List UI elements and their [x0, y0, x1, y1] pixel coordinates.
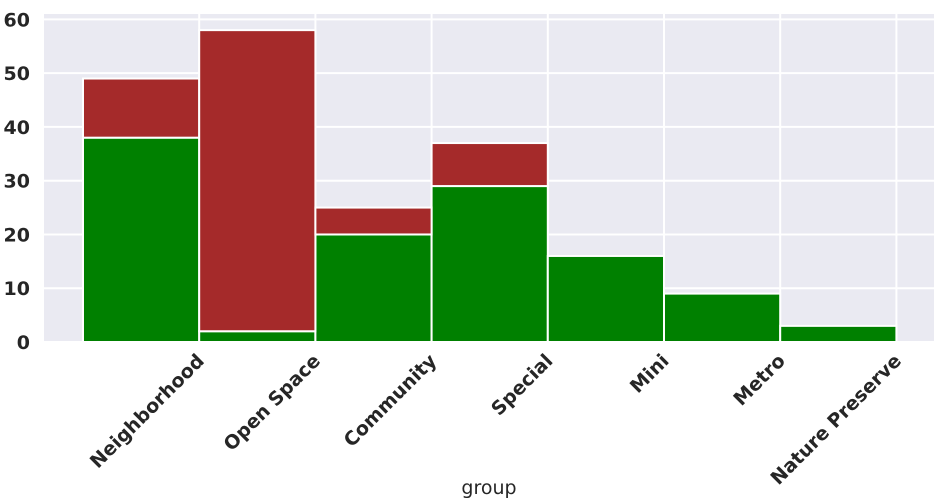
- x-tick-label: Metro: [729, 350, 789, 410]
- x-tick-label: Neighborhood: [86, 350, 209, 473]
- y-tick-label: 30: [4, 171, 30, 193]
- x-tick-label: Nature Preserve: [766, 350, 905, 489]
- y-tick-label: 0: [17, 332, 30, 354]
- x-tick-label: Open Space: [220, 350, 325, 455]
- bar-segment: [314, 206, 433, 236]
- bar-segment: [198, 29, 317, 333]
- x-axis-label: group: [461, 477, 516, 499]
- bar-segment: [314, 233, 433, 343]
- bar-segment: [546, 254, 665, 343]
- y-tick-labels: 0 10 20 30 40 50 60: [4, 9, 30, 354]
- y-tick-label: 50: [4, 63, 30, 85]
- bar-segment: [430, 185, 549, 343]
- x-tick-label: Mini: [626, 350, 674, 398]
- bar-segment: [779, 324, 898, 344]
- bars: [82, 29, 898, 344]
- bar-segment: [663, 292, 782, 344]
- y-tick-label: 40: [4, 117, 30, 139]
- x-tick-label: Special: [487, 350, 557, 420]
- bar-segment: [82, 136, 201, 343]
- bar-segment: [198, 330, 317, 344]
- x-tick-label: Community: [340, 350, 442, 452]
- bar-segment: [430, 142, 549, 188]
- bar-segment: [82, 77, 201, 139]
- x-tick-labels: Neighborhood Open Space Community Special Mi…: [86, 350, 906, 490]
- y-tick-label: 10: [4, 278, 30, 300]
- y-tick-label: 60: [4, 9, 30, 31]
- y-tick-label: 20: [4, 224, 30, 246]
